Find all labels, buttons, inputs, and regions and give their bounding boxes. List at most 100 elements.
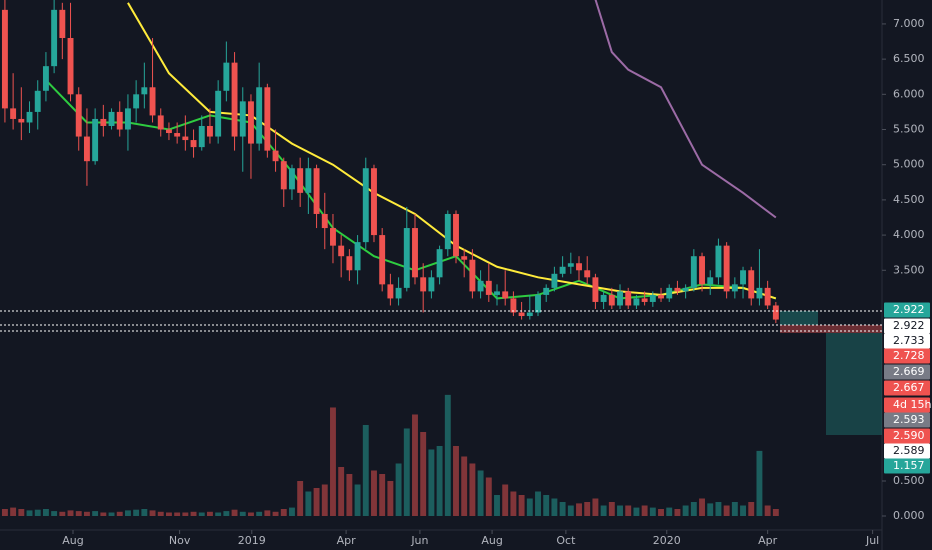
volume-bar — [485, 477, 492, 516]
x-tick-label: Nov — [169, 534, 191, 547]
volume-bar — [682, 505, 689, 516]
candle-body — [75, 94, 82, 137]
volume-bar — [182, 512, 189, 516]
price-label-box — [884, 380, 930, 396]
candle-body — [223, 62, 230, 91]
volume-bar — [165, 512, 172, 516]
candle-body — [108, 111, 115, 126]
candle-body — [707, 277, 714, 285]
candle-body — [461, 256, 468, 260]
volume-bar — [412, 414, 418, 516]
volume-bar — [576, 503, 582, 516]
candle-body — [395, 287, 402, 299]
price-label-box — [884, 364, 930, 380]
volume-bar — [362, 424, 369, 516]
candle-body — [510, 298, 517, 313]
volume-bar — [420, 431, 427, 516]
candle-body — [731, 284, 738, 292]
candle-body — [362, 168, 369, 243]
volume-bar — [649, 507, 656, 516]
candle-body — [346, 256, 353, 271]
candle-body — [600, 294, 607, 302]
volume-bar — [330, 407, 336, 516]
volume-bar — [510, 491, 517, 516]
candle-body — [100, 118, 107, 126]
candle-body — [633, 298, 640, 306]
volume-bar — [428, 449, 435, 516]
candle-body — [387, 284, 394, 299]
candle-body — [231, 62, 238, 137]
candle-body — [313, 168, 320, 214]
candle-body — [42, 66, 49, 91]
candle-body — [133, 94, 140, 109]
x-tick-label: 2020 — [653, 534, 681, 547]
candle-body — [248, 101, 254, 144]
volume-bar — [354, 484, 361, 516]
candle-body — [690, 256, 697, 288]
candle-body — [502, 291, 509, 299]
candle-body — [371, 168, 377, 236]
volume-bar — [256, 511, 263, 516]
candle-body — [658, 294, 664, 299]
volume-bar — [625, 505, 632, 516]
volume-bar — [18, 508, 25, 516]
volume-bar — [740, 505, 746, 516]
candle-body — [330, 228, 336, 246]
x-tick-label: Jul — [865, 534, 879, 547]
candle-body — [756, 287, 763, 299]
volume-bar — [174, 512, 181, 516]
candle-body — [485, 280, 492, 295]
candle-body — [625, 291, 632, 306]
candle-body — [535, 294, 541, 313]
candle-body — [740, 270, 746, 285]
candle-body — [592, 277, 599, 302]
volume-bar — [239, 511, 246, 516]
volume-bar — [592, 498, 599, 516]
volume-bar — [215, 512, 222, 516]
volume-bar — [543, 494, 550, 516]
price-label: 2.589 — [893, 444, 925, 457]
candle-body — [67, 38, 74, 95]
candle-body — [18, 118, 25, 123]
y2-tick-label: 0.500 — [893, 474, 925, 487]
volume-bar — [707, 503, 714, 516]
volume-bar — [141, 508, 148, 516]
volume-bar — [444, 394, 451, 516]
y-tick-label: 4.000 — [893, 228, 925, 241]
volume-bar — [67, 510, 74, 516]
price-label-box — [884, 348, 930, 364]
candle-body — [215, 90, 222, 137]
volume-bar — [584, 501, 591, 516]
volume-bar — [100, 512, 107, 516]
candle-body — [198, 125, 205, 148]
candle-body — [715, 245, 722, 278]
price-label: 2.593 — [893, 413, 925, 426]
position-loss — [780, 325, 882, 333]
price-label: 2.669 — [893, 365, 925, 378]
volume-bar — [190, 511, 197, 516]
volume-bar — [1, 508, 8, 516]
candle-body — [559, 266, 566, 274]
y-tick-label: 5.000 — [893, 158, 925, 171]
candle-body — [272, 150, 279, 162]
candle-body — [354, 242, 361, 271]
x-tick-label: Apr — [758, 534, 778, 547]
volume-bar — [26, 510, 33, 516]
candle-body — [321, 213, 328, 229]
candle-body — [338, 245, 345, 257]
volume-bar — [772, 508, 779, 516]
volume-bar — [535, 491, 541, 516]
volume-bar — [756, 450, 763, 516]
price-label-box — [884, 333, 930, 349]
y-tick-label: 6.000 — [893, 87, 925, 100]
candle-body — [477, 280, 484, 292]
candle-body — [141, 87, 148, 95]
candle-body — [207, 125, 213, 137]
volume-bar — [231, 509, 238, 516]
position-profit — [780, 311, 818, 325]
candle-body — [59, 9, 66, 39]
volume-bar — [387, 480, 394, 516]
candle-body — [420, 277, 427, 292]
volume-bar — [715, 501, 722, 516]
